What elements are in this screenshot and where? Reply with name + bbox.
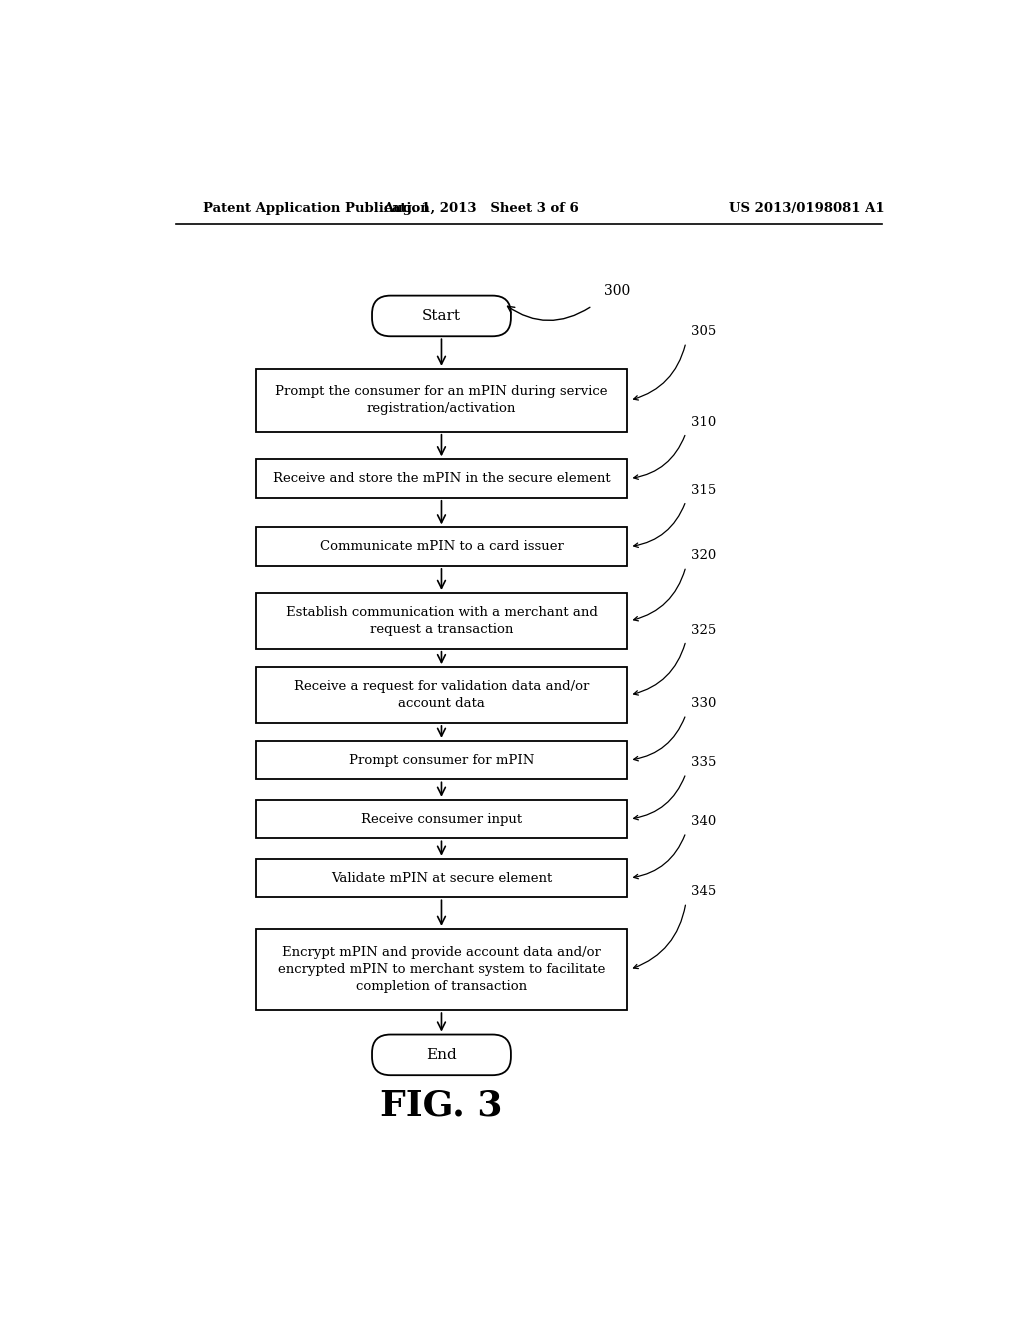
FancyArrowPatch shape — [634, 345, 685, 400]
Text: 330: 330 — [690, 697, 716, 710]
FancyBboxPatch shape — [372, 296, 511, 337]
FancyArrowPatch shape — [634, 503, 685, 548]
Bar — [256, 800, 627, 838]
FancyArrowPatch shape — [634, 906, 685, 969]
Text: 345: 345 — [690, 886, 716, 899]
Text: 310: 310 — [690, 416, 716, 429]
Bar — [256, 667, 627, 723]
Text: Receive and store the mPIN in the secure element: Receive and store the mPIN in the secure… — [272, 473, 610, 484]
Text: 335: 335 — [690, 756, 716, 770]
Text: 315: 315 — [690, 484, 716, 496]
Text: Patent Application Publication: Patent Application Publication — [204, 202, 430, 215]
Text: Receive a request for validation data and/or
account data: Receive a request for validation data an… — [294, 680, 589, 710]
Bar — [256, 859, 627, 898]
Text: 340: 340 — [690, 816, 716, 828]
Text: Aug. 1, 2013   Sheet 3 of 6: Aug. 1, 2013 Sheet 3 of 6 — [383, 202, 579, 215]
Bar — [256, 741, 627, 779]
Text: End: End — [426, 1048, 457, 1061]
FancyBboxPatch shape — [372, 1035, 511, 1076]
Text: Communicate mPIN to a card issuer: Communicate mPIN to a card issuer — [319, 540, 563, 553]
Text: Establish communication with a merchant and
request a transaction: Establish communication with a merchant … — [286, 606, 597, 636]
Text: Prompt the consumer for an mPIN during service
registration/activation: Prompt the consumer for an mPIN during s… — [275, 385, 607, 416]
FancyArrowPatch shape — [634, 834, 685, 879]
Text: FIG. 3: FIG. 3 — [380, 1089, 503, 1123]
Text: 300: 300 — [604, 284, 631, 297]
Text: 325: 325 — [690, 623, 716, 636]
FancyArrowPatch shape — [508, 306, 590, 321]
Text: 320: 320 — [690, 549, 716, 562]
FancyArrowPatch shape — [634, 643, 685, 696]
Text: Encrypt mPIN and provide account data and/or
encrypted mPIN to merchant system t: Encrypt mPIN and provide account data an… — [278, 946, 605, 993]
Text: Receive consumer input: Receive consumer input — [360, 813, 522, 825]
Text: 305: 305 — [690, 325, 716, 338]
Text: Start: Start — [422, 309, 461, 323]
Bar — [256, 929, 627, 1010]
FancyArrowPatch shape — [634, 569, 685, 620]
FancyArrowPatch shape — [634, 717, 685, 760]
Text: Validate mPIN at secure element: Validate mPIN at secure element — [331, 871, 552, 884]
FancyArrowPatch shape — [634, 436, 685, 479]
Text: US 2013/0198081 A1: US 2013/0198081 A1 — [729, 202, 885, 215]
Bar — [256, 528, 627, 566]
FancyArrowPatch shape — [634, 776, 685, 820]
Bar — [256, 459, 627, 498]
Bar — [256, 368, 627, 432]
Bar — [256, 593, 627, 649]
Text: Prompt consumer for mPIN: Prompt consumer for mPIN — [349, 754, 535, 767]
